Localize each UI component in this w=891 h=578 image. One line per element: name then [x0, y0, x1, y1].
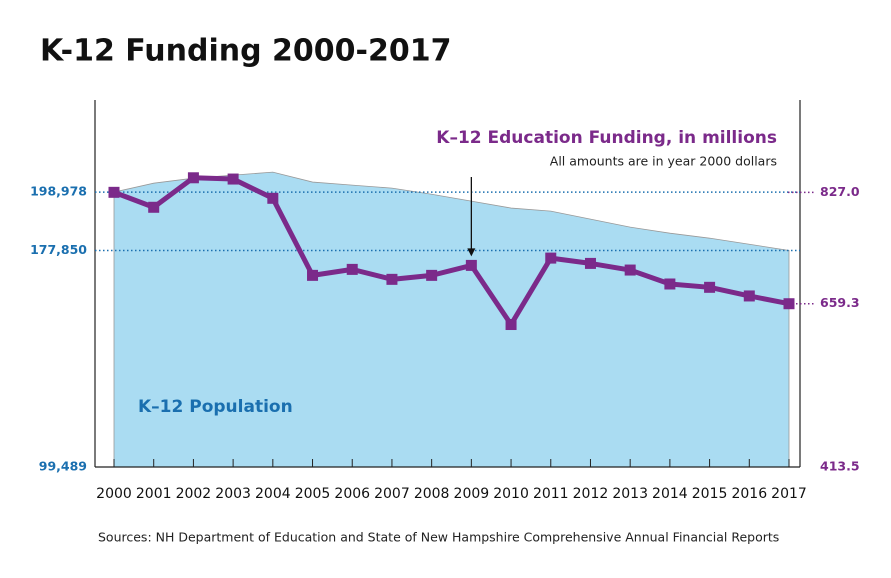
- marker: [545, 252, 557, 264]
- y-tick-label: 177,850: [30, 242, 87, 257]
- x-tick-label: 2014: [652, 486, 688, 502]
- x-tick-label: 2009: [454, 486, 490, 502]
- x-tick-label: 2012: [573, 486, 609, 502]
- annotation: All amounts are in year 2000 dollars: [550, 154, 777, 169]
- marker: [108, 186, 120, 198]
- marker: [346, 263, 358, 275]
- y2-tick-label: 659.3: [820, 295, 860, 310]
- y2-tick-label: 413.5: [820, 459, 860, 474]
- marker: [267, 192, 279, 204]
- marker: [307, 269, 319, 281]
- x-tick-label: 2006: [334, 486, 370, 502]
- x-tick-label: 2010: [493, 486, 529, 502]
- marker: [465, 259, 477, 271]
- x-tick-label: 2001: [136, 486, 172, 502]
- source: Sources: NH Department of Education and …: [98, 530, 779, 545]
- x-tick-label: 2013: [612, 486, 648, 502]
- marker: [704, 281, 716, 293]
- arrow-head: [467, 248, 476, 257]
- series-label: K–12 Education Funding, in millions: [436, 128, 777, 148]
- line: [113, 175, 790, 328]
- x-tick-label: 2015: [692, 486, 728, 502]
- chart-title: K-12 Funding 2000-2017: [40, 34, 451, 69]
- y-tick-label: 99,489: [39, 459, 87, 474]
- x-tick-label: 2000: [96, 486, 132, 502]
- x-tick-label: 2002: [176, 486, 212, 502]
- marker: [664, 278, 676, 290]
- marker: [505, 319, 517, 331]
- x-tick-label: 2007: [374, 486, 410, 502]
- marker: [743, 290, 755, 302]
- area: [113, 171, 790, 468]
- x-tick-label: 2011: [533, 486, 569, 502]
- y2-tick-label: 827.0: [820, 184, 860, 199]
- marker: [584, 257, 596, 269]
- marker: [386, 273, 398, 285]
- x-tick-label: 2008: [414, 486, 450, 502]
- marker: [426, 269, 438, 281]
- x-tick-label: 2005: [295, 486, 331, 502]
- x-tick-label: 2003: [215, 486, 251, 502]
- y-tick-label: 198,978: [30, 184, 87, 199]
- x-tick-label: 2016: [731, 486, 767, 502]
- x-tick-label: 2004: [255, 486, 291, 502]
- marker: [187, 172, 199, 184]
- marker: [148, 201, 160, 213]
- series-label: K–12 Population: [138, 397, 293, 417]
- marker: [624, 264, 636, 276]
- marker: [783, 298, 795, 310]
- marker: [227, 173, 239, 185]
- x-tick-label: 2017: [771, 486, 807, 502]
